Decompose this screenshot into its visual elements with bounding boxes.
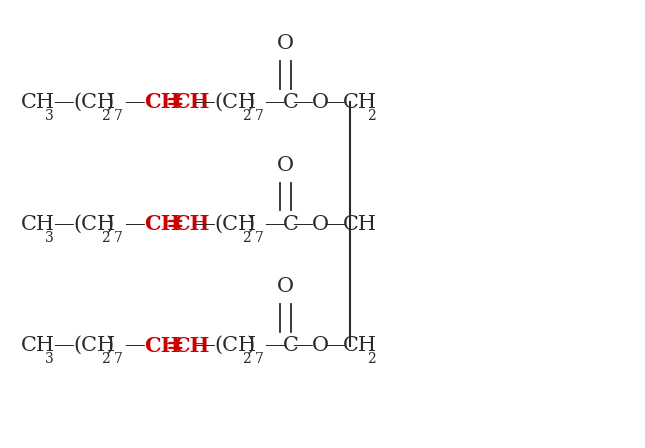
Text: 2: 2 (367, 353, 376, 366)
Text: O: O (277, 156, 293, 175)
Text: ): ) (247, 93, 255, 112)
Text: O: O (277, 277, 293, 297)
Text: O: O (312, 93, 329, 112)
Text: CH: CH (343, 215, 377, 233)
Text: —: — (124, 336, 144, 355)
Text: (CH: (CH (74, 336, 115, 355)
Text: —: — (292, 215, 313, 233)
Text: 3: 3 (45, 231, 54, 245)
Text: 3: 3 (45, 109, 54, 123)
Text: (CH: (CH (214, 336, 256, 355)
Text: 2: 2 (242, 353, 250, 366)
Text: O: O (312, 336, 329, 355)
Text: —: — (53, 93, 74, 112)
Text: —: — (124, 93, 144, 112)
Text: —: — (264, 93, 285, 112)
Text: CH: CH (144, 214, 181, 234)
Text: CH: CH (343, 336, 377, 355)
Text: 7: 7 (114, 109, 123, 123)
Text: CH: CH (173, 336, 210, 356)
Text: —: — (324, 93, 344, 112)
Text: CH: CH (173, 92, 210, 112)
Text: CH: CH (21, 215, 55, 233)
Text: ): ) (106, 215, 114, 233)
Text: (CH: (CH (214, 215, 256, 233)
Text: CH: CH (144, 92, 181, 112)
Text: 2: 2 (101, 353, 110, 366)
Text: —: — (194, 336, 215, 355)
Text: —: — (324, 215, 344, 233)
Text: 2: 2 (242, 109, 250, 123)
Text: 7: 7 (255, 353, 264, 366)
Text: 7: 7 (255, 231, 264, 245)
Text: =: = (165, 213, 184, 235)
Text: CH: CH (144, 336, 181, 356)
Text: C: C (283, 336, 299, 355)
Text: 3: 3 (45, 353, 54, 366)
Text: 2: 2 (101, 109, 110, 123)
Text: 7: 7 (255, 109, 264, 123)
Text: ): ) (247, 336, 255, 355)
Text: C: C (283, 93, 299, 112)
Text: —: — (53, 336, 74, 355)
Text: (CH: (CH (214, 93, 256, 112)
Text: —: — (292, 336, 313, 355)
Text: ): ) (106, 336, 114, 355)
Text: (CH: (CH (74, 93, 115, 112)
Text: —: — (264, 336, 285, 355)
Text: ): ) (106, 93, 114, 112)
Text: 7: 7 (114, 353, 123, 366)
Text: 2: 2 (101, 231, 110, 245)
Text: —: — (264, 215, 285, 233)
Text: C: C (283, 215, 299, 233)
Text: O: O (312, 215, 329, 233)
Text: —: — (53, 215, 74, 233)
Text: —: — (194, 93, 215, 112)
Text: 2: 2 (367, 109, 376, 123)
Text: —: — (124, 215, 144, 233)
Text: (CH: (CH (74, 215, 115, 233)
Text: CH: CH (21, 93, 55, 112)
Text: =: = (165, 335, 184, 357)
Text: 7: 7 (114, 231, 123, 245)
Text: —: — (194, 215, 215, 233)
Text: O: O (277, 34, 293, 53)
Text: 2: 2 (242, 231, 250, 245)
Text: —: — (292, 93, 313, 112)
Text: CH: CH (173, 214, 210, 234)
Text: =: = (165, 91, 184, 113)
Text: CH: CH (343, 93, 377, 112)
Text: —: — (324, 336, 344, 355)
Text: ): ) (247, 215, 255, 233)
Text: CH: CH (21, 336, 55, 355)
